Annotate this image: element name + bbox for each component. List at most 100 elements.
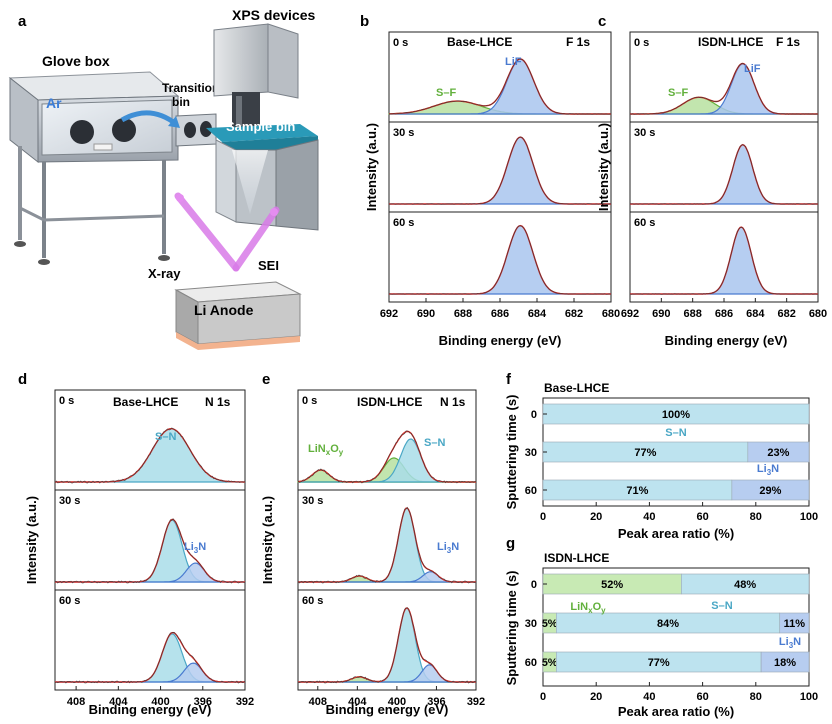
panel-f-xtick-label-3: 60 bbox=[696, 511, 708, 523]
panel-c-core-label: F 1s bbox=[776, 35, 800, 49]
panel-e-core-label: N 1s bbox=[440, 395, 466, 409]
transition-bin-label-1: Transition bbox=[162, 81, 219, 95]
panel-c-xtick-label-0: 692 bbox=[621, 308, 639, 320]
panel-f-bar-label-2-0: 71% bbox=[626, 485, 648, 497]
panel-g-bar-label-1-2: 11% bbox=[784, 618, 806, 630]
panel-g-xtick-label-1: 20 bbox=[590, 691, 602, 703]
panel-g-legend-li3n: Li3N bbox=[779, 636, 801, 650]
panel-g-bar-label-2-0: 5% bbox=[542, 657, 558, 669]
panel-c-frame bbox=[629, 31, 819, 303]
xray-beams bbox=[174, 192, 280, 272]
panel-c-0-raw-data bbox=[629, 62, 819, 115]
panel-b-xtick-label-5: 682 bbox=[565, 308, 583, 320]
glove-box-illustration bbox=[8, 71, 217, 265]
panel-e-2-envelope bbox=[298, 607, 476, 683]
panel-g-bar-label-1-1: 84% bbox=[657, 618, 679, 630]
panel-g-xtick-label-4: 80 bbox=[750, 691, 762, 703]
panel-d-time-0: 0 s bbox=[59, 395, 74, 407]
panel-f-x-ticks: 0 20 40 60 80 100 bbox=[540, 502, 818, 523]
panel-d-sample-label: Base-LHCE bbox=[113, 395, 178, 409]
panel-b-0-raw-data bbox=[388, 58, 612, 115]
panel-b-x-axis-label: Binding energy (eV) bbox=[439, 333, 562, 348]
panel-f-bar-base: f Base-LHCE 100% 0 77% 23% 30 71% 29% 60 S–N Li… bbox=[504, 371, 818, 541]
panel-d-1-peak-0 bbox=[55, 519, 245, 583]
panel-e-frame bbox=[297, 389, 477, 691]
panel-f-y-axis-label: Sputtering time (s) bbox=[504, 395, 519, 510]
panel-b-letter: b bbox=[360, 13, 369, 30]
panel-c-1-raw-data bbox=[629, 144, 819, 205]
panel-c-xtick-label-1: 690 bbox=[652, 308, 670, 320]
panel-e-time-30: 30 s bbox=[302, 495, 323, 507]
panel-d-time-60: 60 s bbox=[59, 595, 80, 607]
panel-f-xtick-label-0: 0 bbox=[540, 511, 546, 523]
li-anode-block bbox=[174, 281, 302, 350]
panel-d-core-label: N 1s bbox=[205, 395, 231, 409]
xray-label: X-ray bbox=[148, 266, 181, 281]
panel-c-f1s-isdn: c 0 s 30 s 60 s ISDN-LHCE F 1s S–F LiF 6… bbox=[596, 13, 827, 348]
panel-g-bar-label-2-2: 18% bbox=[774, 657, 796, 669]
panel-f-bar-label-2-1: 29% bbox=[759, 485, 781, 497]
panel-b-xtick-label-6: 680 bbox=[602, 308, 620, 320]
panel-d-xtick-label-0: 408 bbox=[67, 696, 85, 708]
panel-b-2-raw-data bbox=[388, 225, 612, 295]
panel-g-bar-label-0-1: 48% bbox=[734, 579, 756, 591]
panel-b-0-peak-1 bbox=[389, 58, 611, 115]
panel-c-2-peak-0 bbox=[630, 226, 818, 295]
panel-c-2-raw-data bbox=[629, 226, 819, 295]
panel-e-xtick-label-4: 392 bbox=[467, 696, 485, 708]
panel-f-xtick-label-2: 40 bbox=[643, 511, 655, 523]
panel-g-bar-label-2-1: 77% bbox=[648, 657, 670, 669]
panel-g-legend-linxoy: LiNxOy bbox=[570, 601, 606, 615]
glove-box-label: Glove box bbox=[42, 53, 110, 69]
panel-c-0-peak-1 bbox=[630, 63, 818, 115]
panel-b-xtick-label-4: 684 bbox=[528, 308, 547, 320]
panel-b-sample-label: Base-LHCE bbox=[447, 35, 512, 49]
panel-b-xtick-label-1: 690 bbox=[417, 308, 435, 320]
panel-d-0-raw-data bbox=[54, 427, 246, 484]
transition-bin-label-2: bin bbox=[172, 95, 190, 109]
panel-g-x-axis-label: Peak area ratio (%) bbox=[618, 704, 734, 719]
panel-g-title: ISDN-LHCE bbox=[544, 551, 609, 565]
panel-b-x-ticks: 692 690 688 686 684 682 680 bbox=[380, 298, 620, 320]
panel-b-plot-area bbox=[388, 58, 612, 295]
panel-c-xtick-label-2: 688 bbox=[683, 308, 701, 320]
panel-g-category-2: 60 bbox=[525, 657, 537, 669]
panel-f-category-1: 30 bbox=[525, 447, 537, 459]
panel-f-bar-label-1-1: 23% bbox=[767, 447, 789, 459]
panel-g-category-0: 0 bbox=[531, 579, 537, 591]
panel-c-y-axis-label: Intensity (a.u.) bbox=[596, 123, 611, 211]
panel-d-frame bbox=[54, 389, 246, 691]
panel-f-bars: 100% 0 77% 23% 30 71% 29% 60 bbox=[525, 403, 810, 501]
panel-d-1-envelope bbox=[55, 518, 245, 583]
panel-f-legend-li3n: Li3N bbox=[757, 463, 779, 477]
panel-f-title: Base-LHCE bbox=[544, 381, 609, 395]
panel-d-peak-li3n: Li3N bbox=[184, 541, 206, 555]
panel-e-y-axis-label: Intensity (a.u.) bbox=[260, 496, 275, 584]
panel-f-xtick-label-5: 100 bbox=[800, 511, 818, 523]
panel-c-x-ticks: 692 690 688 686 684 682 680 bbox=[621, 298, 827, 320]
panel-g-bar-0-1 bbox=[681, 573, 810, 595]
panel-d-time-30: 30 s bbox=[59, 495, 80, 507]
panel-e-peak-linxoy: LiNxOy bbox=[308, 443, 344, 457]
panel-d-2-envelope bbox=[55, 631, 245, 683]
panel-c-xtick-label-5: 682 bbox=[777, 308, 795, 320]
panel-e-letter: e bbox=[262, 371, 270, 388]
panel-f-category-2: 60 bbox=[525, 485, 537, 497]
panel-b-1-peak-0 bbox=[389, 136, 611, 205]
panel-d-x-axis-label: Binding energy (eV) bbox=[89, 702, 212, 717]
panel-f-bar-label-0-0: 100% bbox=[662, 409, 690, 421]
panel-e-x-ticks: 408 404 400 396 392 bbox=[309, 686, 485, 708]
panel-b-time-0: 0 s bbox=[393, 37, 408, 49]
panel-d-2-raw-data bbox=[54, 632, 246, 684]
panel-g-x-ticks: 0 20 40 60 80 100 bbox=[540, 682, 818, 703]
panel-b-xtick-label-3: 686 bbox=[491, 308, 509, 320]
sample-bin-label: Sample bin bbox=[226, 119, 295, 134]
li-anode-label: Li Anode bbox=[194, 302, 254, 318]
panel-e-time-0: 0 s bbox=[302, 395, 317, 407]
panel-g-bar-1-2 bbox=[779, 612, 810, 634]
panel-g-xtick-label-0: 0 bbox=[540, 691, 546, 703]
panel-d-x-ticks: 408 404 400 396 392 bbox=[67, 686, 254, 708]
panel-c-time-0: 0 s bbox=[634, 37, 649, 49]
panel-d-xtick-label-1: 404 bbox=[109, 696, 128, 708]
